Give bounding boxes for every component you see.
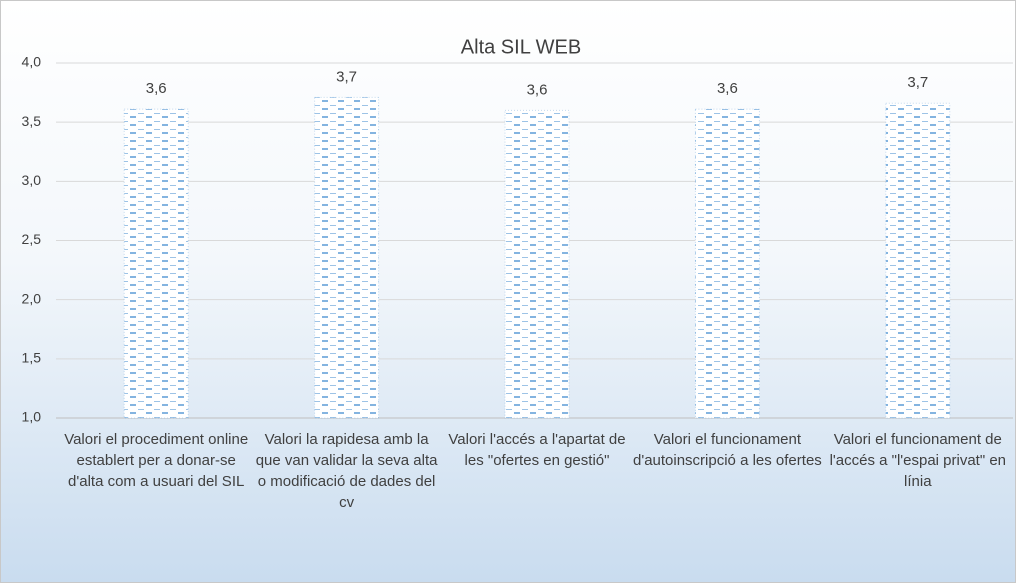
bar xyxy=(123,108,189,419)
bar xyxy=(694,108,760,419)
y-tick-label: 4,0 xyxy=(22,54,42,70)
y-tick-label: 1,0 xyxy=(22,409,42,425)
bar xyxy=(504,109,570,419)
x-tick-label: Valori el funcionament d'autoinscripció … xyxy=(632,431,822,469)
y-tick-label: 2,0 xyxy=(22,290,42,306)
x-tick-label: Valori el funcionament de l'accés a "l'e… xyxy=(829,431,1007,490)
value-label: 3,7 xyxy=(336,68,357,85)
bar xyxy=(885,102,951,419)
x-tick-label: Valori el procediment online establert p… xyxy=(64,431,249,490)
y-tick-label: 2,5 xyxy=(22,231,42,247)
y-tick-label: 1,5 xyxy=(22,350,42,366)
value-label: 3,6 xyxy=(146,80,167,97)
value-label: 3,6 xyxy=(717,80,738,97)
bar xyxy=(314,96,380,419)
value-label: 3,7 xyxy=(907,74,928,91)
y-tick-label: 3,5 xyxy=(22,113,42,129)
x-tick-label: Valori l'accés a l'apartat de les "ofert… xyxy=(448,431,626,469)
value-label: 3,6 xyxy=(527,81,548,98)
chart-title: Alta SIL WEB xyxy=(461,36,581,58)
y-tick-label: 3,0 xyxy=(22,172,42,188)
x-tick-label: Valori la rapidesa amb la que van valida… xyxy=(255,431,438,511)
